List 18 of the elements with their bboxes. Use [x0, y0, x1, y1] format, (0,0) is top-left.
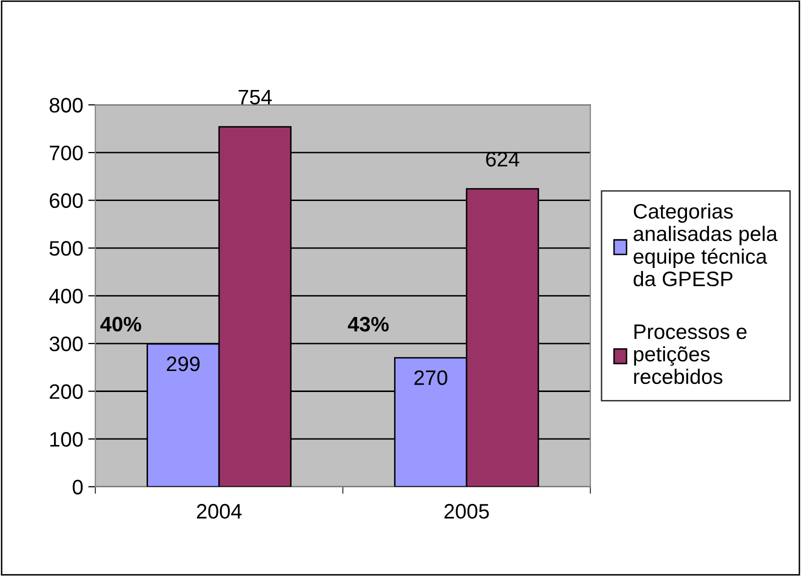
annotation: 40% [100, 316, 142, 332]
legend-label: Categorias analisadas pela equipe técnica da GPESP [634, 203, 778, 286]
y-tick-label: 400 [49, 288, 83, 304]
data-label: 299 [166, 356, 200, 372]
data-label: 270 [414, 370, 448, 386]
data-label: 754 [238, 90, 272, 105]
y-tick-label: 600 [50, 193, 83, 208]
y-tick-label: 200 [50, 384, 83, 399]
x-tick-label: 2005 [444, 504, 489, 519]
annotation: 43% [348, 316, 389, 332]
y-tick-label: 700 [50, 146, 83, 160]
y-tick-label: 100 [50, 432, 83, 447]
x-tick-label: 2004 [196, 504, 242, 519]
y-tick-label: 800 [50, 98, 83, 113]
legend-label: Processos e petições recebidos [634, 324, 746, 384]
y-tick-label: 300 [50, 336, 83, 352]
y-tick-label: 0 [72, 480, 83, 494]
y-tick-label: 500 [50, 241, 83, 256]
